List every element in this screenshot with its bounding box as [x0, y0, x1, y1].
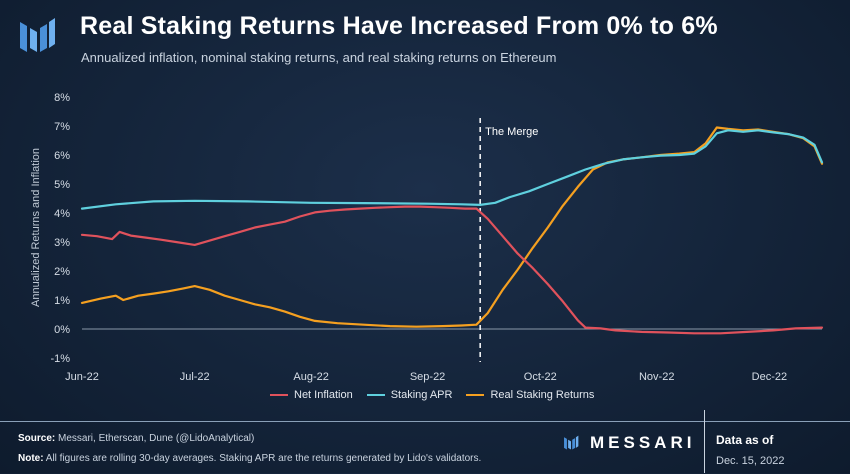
note-label: Note: — [18, 453, 44, 464]
x-tick-label: Jun-22 — [65, 371, 99, 383]
y-tick-label: 1% — [54, 295, 70, 307]
legend-label: Net Inflation — [294, 389, 353, 401]
x-tick-label: Oct-22 — [524, 371, 557, 383]
source-label: Source: — [18, 433, 56, 444]
legend-item: Real Staking Returns — [466, 389, 594, 401]
note-text: All figures are rolling 30-day averages.… — [43, 453, 482, 464]
brand-name: MESSARI — [590, 433, 696, 452]
footnote: Note: All figures are rolling 30-day ave… — [18, 453, 481, 464]
footer — [0, 421, 850, 474]
x-tick-label: Dec-22 — [752, 371, 787, 383]
y-tick-label: 3% — [54, 237, 70, 249]
y-tick-label: 8% — [54, 92, 70, 104]
legend-swatch — [366, 394, 385, 396]
data-as-of-label: Data as of — [716, 433, 774, 447]
y-tick-label: -1% — [50, 353, 70, 365]
merge-label: The Merge — [485, 126, 538, 138]
legend-item: Net Inflation — [270, 389, 353, 401]
y-tick-label: 6% — [54, 150, 70, 162]
legend-swatch — [466, 394, 485, 396]
y-tick-label: 4% — [54, 208, 70, 220]
legend-label: Staking APR — [390, 389, 453, 401]
x-tick-label: Nov-22 — [639, 371, 674, 383]
y-axis-label: Annualized Returns and Inflation — [30, 148, 42, 307]
legend-item: Staking APR — [366, 389, 453, 401]
series-line-staking-apr — [80, 129, 824, 210]
line-chart: -1% 0% 1% 2% 3% 4% 5% 6% 7% 8% Jun-22 Jul-22 Aug-22 S… — [30, 92, 824, 383]
series-line-net-inflation — [80, 205, 824, 335]
x-tick-label: Aug-22 — [293, 371, 328, 383]
y-tick-label: 5% — [54, 179, 70, 191]
y-tick-label: 7% — [54, 121, 70, 133]
source-note: Source: Messari, Etherscan, Dune (@LidoA… — [18, 433, 254, 444]
messari-small-logo-icon — [564, 435, 579, 450]
y-tick-label: 2% — [54, 266, 70, 278]
legend-swatch — [270, 394, 288, 396]
y-tick-label: 0% — [54, 324, 70, 336]
x-tick-label: Jul-22 — [180, 371, 210, 383]
x-tick-label: Sep-22 — [410, 371, 445, 383]
legend-label: Real Staking Returns — [490, 389, 595, 401]
data-as-of-date: Dec. 15, 2022 — [716, 455, 785, 467]
series-line-real-staking-returns — [80, 126, 824, 328]
chart-legend: Net Inflation Staking APR Real Staking Ret… — [270, 389, 594, 401]
page-subtitle: Annualized inflation, nominal staking re… — [81, 50, 557, 65]
page-title: Real Staking Returns Have Increased From… — [80, 12, 718, 40]
source-text: Messari, Etherscan, Dune (@LidoAnalytica… — [55, 433, 255, 444]
messari-logo-icon — [20, 18, 55, 52]
footer-divider — [704, 410, 705, 473]
brand-mark: MESSARI — [560, 433, 695, 453]
